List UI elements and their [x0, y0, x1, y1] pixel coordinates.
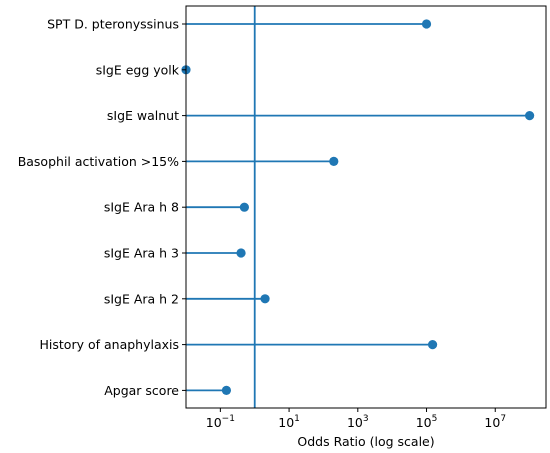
- x-tick-label: 103: [347, 414, 369, 430]
- points-layer: [181, 19, 535, 395]
- tick-base: 10: [206, 415, 222, 430]
- category-label: sIgE Ara h 8: [104, 200, 179, 215]
- category-label: SPT D. pteronyssinus: [47, 17, 179, 32]
- category-label: History of anaphylaxis: [40, 337, 179, 352]
- x-tick-label: 10−1: [206, 414, 235, 430]
- category-label: Basophil activation >15%: [18, 154, 179, 169]
- point-3: [525, 111, 535, 121]
- point-1: [421, 19, 432, 29]
- point-4: [329, 156, 339, 166]
- tick-base: 10: [484, 415, 500, 430]
- tick-exponent: 5: [432, 414, 438, 424]
- point-7: [260, 294, 270, 304]
- y-axis: SPT D. pteronyssinus sIgE egg yolk sIgE wa…: [18, 17, 186, 398]
- point-8: [427, 340, 438, 350]
- x-axis-label: Odds Ratio (log scale): [297, 434, 434, 449]
- x-tick-label: 101: [278, 414, 300, 430]
- x-axis: 10−1 101 103 105 107: [206, 408, 506, 430]
- tick-exponent: 7: [500, 414, 506, 424]
- point-5: [239, 202, 249, 212]
- category-label: Apgar score: [104, 383, 179, 398]
- category-label: sIgE Ara h 3: [104, 246, 179, 261]
- category-label: sIgE walnut: [107, 108, 179, 123]
- point-6: [236, 248, 246, 258]
- tick-exponent: 3: [363, 414, 369, 424]
- tick-exponent: −1: [222, 414, 235, 424]
- tick-base: 10: [278, 415, 294, 430]
- stems-layer: [186, 23, 530, 392]
- tick-base: 10: [347, 415, 363, 430]
- point-9: [221, 385, 232, 395]
- x-tick-label: 107: [484, 414, 506, 430]
- category-label: sIgE Ara h 2: [104, 291, 179, 306]
- x-tick-label: 105: [416, 414, 438, 430]
- tick-base: 10: [416, 415, 432, 430]
- tick-exponent: 1: [294, 414, 300, 424]
- category-label: sIgE egg yolk: [96, 62, 180, 77]
